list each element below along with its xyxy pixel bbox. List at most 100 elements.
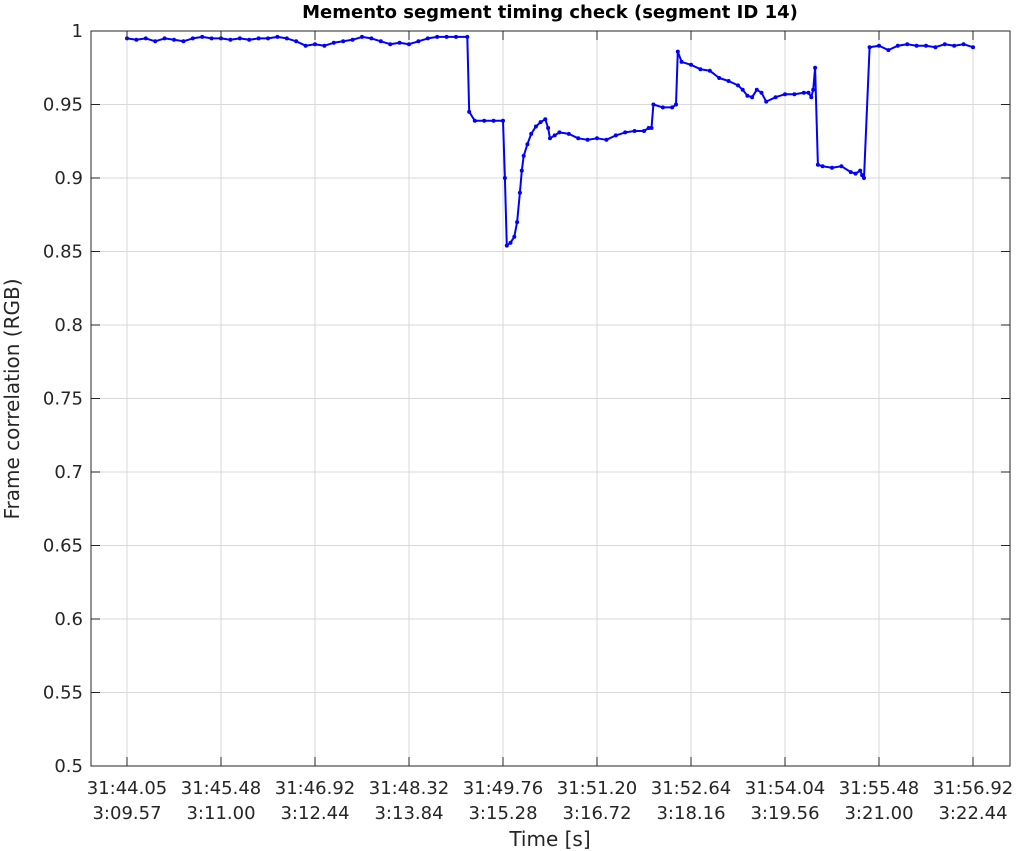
data-point bbox=[519, 168, 524, 173]
data-point bbox=[350, 37, 355, 42]
data-point bbox=[512, 234, 517, 239]
data-point bbox=[623, 130, 628, 135]
data-point bbox=[853, 171, 858, 176]
data-point bbox=[726, 79, 731, 83]
data-point bbox=[501, 118, 505, 123]
data-point bbox=[533, 124, 538, 129]
data-point bbox=[525, 142, 530, 147]
x-tick-label: 31:48.32 3:13.84 bbox=[369, 778, 450, 824]
chart-title: Memento segment timing check (segment ID… bbox=[302, 2, 798, 23]
data-point bbox=[961, 42, 966, 47]
x-tick-label: 31:46.92 3:12.44 bbox=[275, 778, 356, 824]
data-point bbox=[369, 36, 374, 41]
data-point bbox=[740, 87, 745, 92]
data-point bbox=[209, 36, 214, 41]
data-point bbox=[557, 130, 562, 135]
data-point bbox=[759, 90, 764, 95]
data-point bbox=[508, 240, 513, 245]
data-point bbox=[886, 48, 891, 53]
data-point bbox=[529, 131, 534, 136]
data-point bbox=[153, 39, 158, 44]
data-point bbox=[275, 34, 280, 39]
data-point bbox=[952, 43, 957, 48]
data-point bbox=[660, 105, 665, 110]
data-point bbox=[801, 90, 806, 95]
data-point bbox=[322, 43, 327, 48]
data-point bbox=[266, 36, 270, 41]
y-tick-label: 0.85 bbox=[43, 242, 83, 263]
y-axis-label: Frame correlation (RGB) bbox=[0, 278, 24, 519]
data-point bbox=[924, 43, 928, 48]
series-layer bbox=[125, 34, 975, 248]
y-tick-label: 0.95 bbox=[43, 95, 83, 116]
data-point bbox=[237, 36, 242, 41]
data-point bbox=[813, 65, 818, 70]
data-point bbox=[792, 92, 797, 97]
data-point bbox=[444, 34, 449, 39]
data-point bbox=[247, 37, 252, 42]
data-point bbox=[942, 42, 947, 47]
data-point bbox=[646, 126, 651, 130]
data-point bbox=[465, 34, 470, 39]
data-point bbox=[256, 36, 261, 41]
data-point bbox=[552, 133, 557, 138]
data-point bbox=[360, 34, 364, 39]
series-line bbox=[126, 35, 974, 247]
data-point bbox=[754, 87, 759, 92]
data-point bbox=[679, 59, 684, 64]
x-tick-label: 31:49.76 3:15.28 bbox=[463, 778, 544, 824]
x-tick-label: 31:51.20 3:16.72 bbox=[557, 778, 638, 824]
data-point bbox=[698, 67, 703, 72]
data-point bbox=[543, 117, 548, 122]
data-point bbox=[172, 37, 176, 42]
data-point bbox=[200, 34, 205, 39]
y-tick-label: 0.6 bbox=[54, 609, 83, 630]
data-point bbox=[717, 76, 722, 80]
data-point bbox=[858, 168, 863, 173]
data-point bbox=[378, 39, 383, 44]
data-point bbox=[566, 131, 571, 136]
x-axis: 31:44.05 3:09.57 31:45.48 3:11.00 31:46.92 3:… bbox=[87, 31, 1014, 824]
data-point bbox=[517, 190, 522, 195]
y-tick-label: 1 bbox=[72, 21, 83, 42]
data-point bbox=[839, 164, 844, 169]
data-point bbox=[649, 126, 654, 130]
data-point bbox=[783, 92, 787, 97]
x-tick-label: 31:44.05 3:09.57 bbox=[87, 778, 168, 824]
data-point bbox=[181, 39, 186, 44]
data-point bbox=[651, 102, 656, 107]
data-point bbox=[895, 43, 900, 48]
data-point bbox=[331, 40, 336, 45]
data-point bbox=[613, 133, 618, 138]
data-point bbox=[860, 173, 865, 178]
data-point bbox=[546, 126, 551, 130]
data-point bbox=[848, 170, 853, 175]
x-axis-label: Time [s] bbox=[508, 827, 590, 851]
data-point bbox=[745, 93, 750, 98]
data-point bbox=[538, 120, 543, 125]
data-point bbox=[388, 42, 393, 47]
data-point bbox=[820, 164, 825, 169]
data-point bbox=[576, 136, 581, 141]
data-point bbox=[862, 176, 866, 180]
data-point bbox=[809, 95, 814, 100]
data-point bbox=[736, 83, 740, 88]
data-point bbox=[228, 37, 233, 42]
data-point bbox=[773, 95, 778, 100]
data-point bbox=[341, 39, 346, 44]
data-point bbox=[905, 42, 910, 47]
data-point bbox=[675, 49, 680, 54]
data-point bbox=[595, 136, 599, 141]
data-point bbox=[806, 90, 811, 95]
y-tick-label: 0.9 bbox=[54, 168, 83, 189]
data-point bbox=[284, 36, 289, 41]
data-point bbox=[811, 87, 816, 92]
data-point bbox=[143, 36, 148, 41]
data-point bbox=[877, 43, 881, 48]
data-point bbox=[750, 95, 755, 100]
y-tick-label: 0.5 bbox=[54, 756, 83, 777]
data-point bbox=[407, 42, 411, 47]
x-tick-label: 31:56.92 3:22.44 bbox=[933, 778, 1014, 824]
data-point bbox=[162, 36, 167, 41]
data-point bbox=[467, 109, 472, 114]
